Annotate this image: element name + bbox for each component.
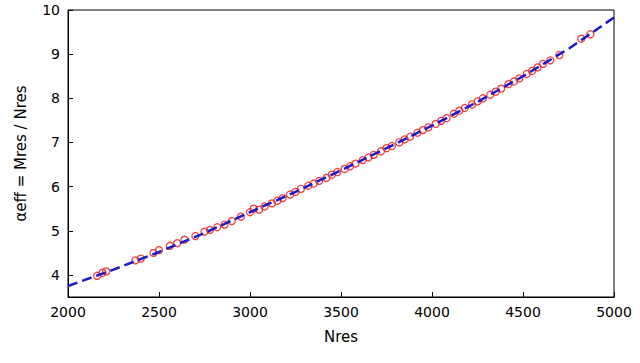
svg-text:Nres: Nres xyxy=(324,328,358,346)
svg-text:3500: 3500 xyxy=(323,304,359,320)
svg-text:4000: 4000 xyxy=(414,304,450,320)
svg-text:9: 9 xyxy=(51,46,60,62)
svg-text:4: 4 xyxy=(51,267,60,283)
svg-text:2000: 2000 xyxy=(50,304,86,320)
svg-text:3000: 3000 xyxy=(232,304,268,320)
svg-text:4500: 4500 xyxy=(505,304,541,320)
svg-text:6: 6 xyxy=(51,179,60,195)
svg-text:5000: 5000 xyxy=(596,304,632,320)
svg-text:10: 10 xyxy=(42,2,60,18)
svg-text:αeff = Mres / Nres: αeff = Mres / Nres xyxy=(12,85,30,221)
svg-text:2500: 2500 xyxy=(141,304,177,320)
svg-text:5: 5 xyxy=(51,223,60,239)
svg-text:7: 7 xyxy=(51,134,60,150)
svg-text:8: 8 xyxy=(51,90,60,106)
